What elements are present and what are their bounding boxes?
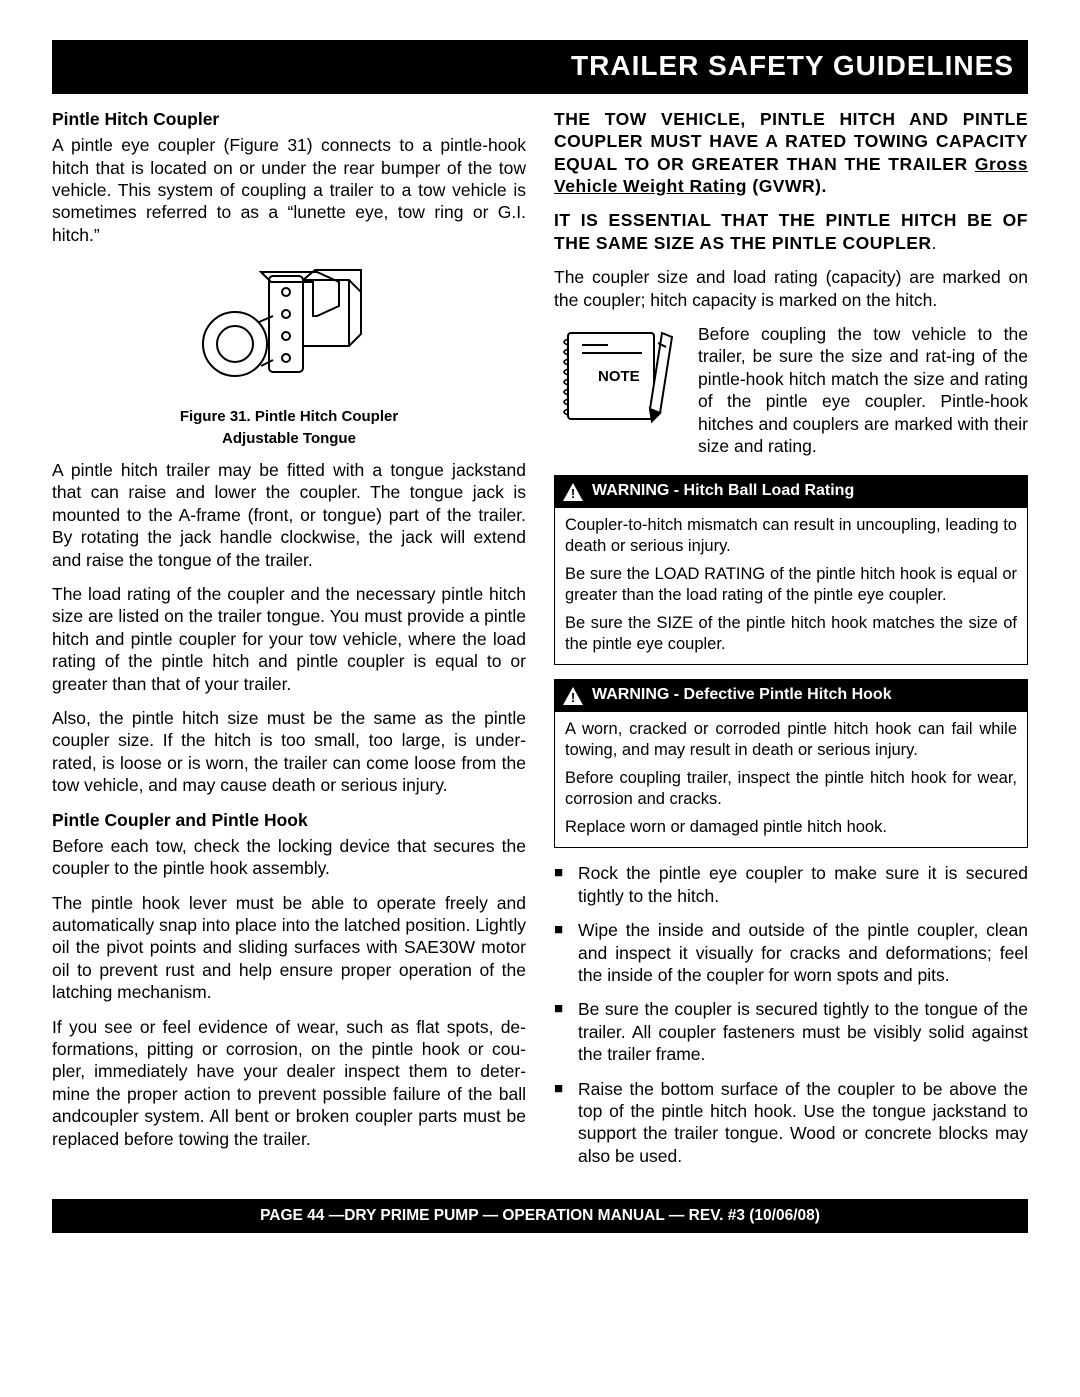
warning-bar-load-rating: ! WARNING - Hitch Ball Load Rating <box>554 475 1028 507</box>
pintle-coupler-illustration <box>189 258 389 398</box>
caps-same-size: IT IS ESSENTIAL THAT THE PINTLE HITCH BE… <box>554 209 1028 254</box>
w2-p1: A worn, cracked or corroded pintle hitch… <box>565 719 1017 761</box>
para-tongue-jackstand: A pintle hitch trailer may be fitted wit… <box>52 459 526 571</box>
figure-31-caption-line2: Adjustable Tongue <box>52 430 526 449</box>
para-hook-lever: The pintle hook lever must be able to op… <box>52 892 526 1004</box>
heading-coupler-and-hook: Pintle Coupler and Pintle Hook <box>52 809 526 831</box>
svg-text:!: ! <box>571 690 575 705</box>
para-wear-evidence: If you see or feel evidence of wear, suc… <box>52 1016 526 1150</box>
bullet-raise-coupler: Raise the bottom surface of the coupler … <box>554 1078 1028 1168</box>
warning-title-defective-hook: WARNING - Defective Pintle Hitch Hook <box>592 685 892 705</box>
w1-p3: Be sure the SIZE of the pintle hitch hoo… <box>565 613 1017 655</box>
bullet-rock-coupler: Rock the pintle eye coupler to make sure… <box>554 862 1028 907</box>
para-hitch-size: Also, the pintle hitch size must be the … <box>52 707 526 797</box>
caps-towing-capacity: THE TOW VEHICLE, PINTLE HITCH AND PINTLE… <box>554 108 1028 198</box>
left-column: Pintle Hitch Coupler A pintle eye couple… <box>52 108 526 1179</box>
bullet-secure-tongue: Be sure the coupler is secured tightly t… <box>554 998 1028 1065</box>
two-column-layout: Pintle Hitch Coupler A pintle eye couple… <box>52 108 1028 1179</box>
bullet-wipe-inspect: Wipe the inside and outside of the pintl… <box>554 919 1028 986</box>
figure-31-caption-line1: Figure 31. Pintle Hitch Coupler <box>52 408 526 427</box>
alert-triangle-icon: ! <box>562 482 584 502</box>
right-column: THE TOW VEHICLE, PINTLE HITCH AND PINTLE… <box>554 108 1028 1179</box>
para-load-rating: The load rating of the coupler and the n… <box>52 583 526 695</box>
w2-p3: Replace worn or damaged pintle hitch hoo… <box>565 817 1017 838</box>
caps-same-size-text: IT IS ESSENTIAL THAT THE PINTLE HITCH BE… <box>554 210 1028 252</box>
page-footer-bar: PAGE 44 —DRY PRIME PUMP — OPERATION MANU… <box>52 1199 1028 1233</box>
note-text: Before coupling the tow vehicle to the t… <box>698 323 1028 457</box>
warning-bar-defective-hook: ! WARNING - Defective Pintle Hitch Hook <box>554 679 1028 711</box>
caps-same-size-period: . <box>932 233 937 253</box>
note-block: NOTE Before coupling the tow vehicle to … <box>554 323 1028 457</box>
caps-towing-capacity-a: THE TOW VEHICLE, PINTLE HITCH AND PINTLE… <box>554 109 1028 174</box>
bullet-list: Rock the pintle eye coupler to make sure… <box>554 862 1028 1167</box>
para-check-locking: Before each tow, check the locking devic… <box>52 835 526 880</box>
notepad-pencil-icon: NOTE <box>554 323 684 429</box>
w1-p1: Coupler-to-hitch mismatch can result in … <box>565 515 1017 557</box>
figure-31: Figure 31. Pintle Hitch Coupler Adjustab… <box>52 258 526 449</box>
para-intro-coupler: A pintle eye coupler (Figure 31) connect… <box>52 134 526 246</box>
warning-box-load-rating: Coupler-to-hitch mismatch can result in … <box>554 508 1028 666</box>
page-header-bar: TRAILER SAFETY GUIDELINES <box>52 40 1028 94</box>
para-coupler-marked: The coupler size and load rating (capaci… <box>554 266 1028 311</box>
caps-gvwr-suffix: (GVWR). <box>747 176 827 196</box>
warning-box-defective-hook: A worn, cracked or corroded pintle hitch… <box>554 712 1028 849</box>
note-label-text: NOTE <box>598 368 640 385</box>
heading-pintle-hitch-coupler: Pintle Hitch Coupler <box>52 108 526 130</box>
warning-title-load-rating: WARNING - Hitch Ball Load Rating <box>592 481 854 501</box>
alert-triangle-icon: ! <box>562 686 584 706</box>
w2-p2: Before coupling trailer, inspect the pin… <box>565 768 1017 810</box>
svg-text:!: ! <box>571 486 575 501</box>
w1-p2: Be sure the LOAD RATING of the pintle hi… <box>565 564 1017 606</box>
